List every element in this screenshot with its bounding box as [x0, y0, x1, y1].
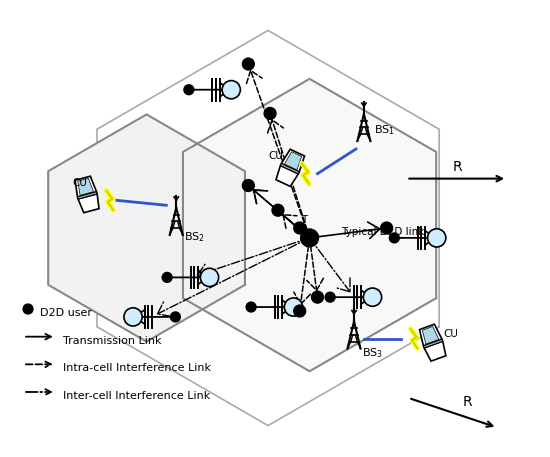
Circle shape [184, 85, 194, 95]
FancyBboxPatch shape [280, 164, 299, 174]
Text: BS$_2$: BS$_2$ [184, 230, 205, 244]
Text: Typical D2D link: Typical D2D link [341, 227, 425, 237]
Polygon shape [183, 79, 436, 371]
FancyBboxPatch shape [424, 339, 443, 348]
Circle shape [170, 312, 180, 322]
Text: BS$_1$: BS$_1$ [374, 123, 395, 137]
Circle shape [325, 292, 335, 302]
Circle shape [389, 233, 399, 243]
Text: CU: CU [443, 329, 458, 339]
Circle shape [162, 272, 172, 282]
Circle shape [294, 222, 306, 234]
Polygon shape [78, 178, 94, 195]
Circle shape [200, 268, 219, 287]
FancyBboxPatch shape [78, 191, 97, 199]
Polygon shape [75, 176, 97, 197]
Text: CU: CU [73, 177, 87, 187]
Circle shape [124, 308, 142, 326]
Circle shape [427, 229, 446, 247]
Polygon shape [78, 194, 99, 213]
Text: Intra-cell Interference Link: Intra-cell Interference Link [63, 363, 211, 373]
Text: BS$_3$: BS$_3$ [362, 346, 383, 360]
Polygon shape [424, 341, 446, 361]
Circle shape [294, 305, 306, 317]
Circle shape [243, 180, 254, 191]
Text: CU: CU [268, 151, 283, 161]
Polygon shape [97, 31, 439, 425]
Circle shape [243, 58, 254, 70]
Circle shape [272, 204, 284, 216]
Polygon shape [281, 149, 305, 172]
Text: R: R [453, 159, 463, 174]
Circle shape [284, 298, 303, 316]
Polygon shape [276, 165, 298, 186]
Circle shape [311, 291, 323, 303]
Circle shape [23, 304, 33, 314]
Polygon shape [420, 324, 442, 346]
Text: Inter-cell Interference Link: Inter-cell Interference Link [63, 391, 210, 401]
Circle shape [264, 107, 276, 119]
Text: T: T [301, 215, 308, 225]
Text: Transmission Link: Transmission Link [63, 335, 161, 345]
Circle shape [364, 288, 382, 306]
Text: D2D user: D2D user [40, 308, 92, 318]
Circle shape [246, 302, 256, 312]
Polygon shape [48, 114, 245, 342]
Text: R: R [463, 395, 472, 409]
Circle shape [222, 80, 240, 99]
Polygon shape [422, 326, 439, 344]
Circle shape [301, 229, 318, 247]
Circle shape [381, 222, 393, 234]
Polygon shape [284, 152, 302, 170]
